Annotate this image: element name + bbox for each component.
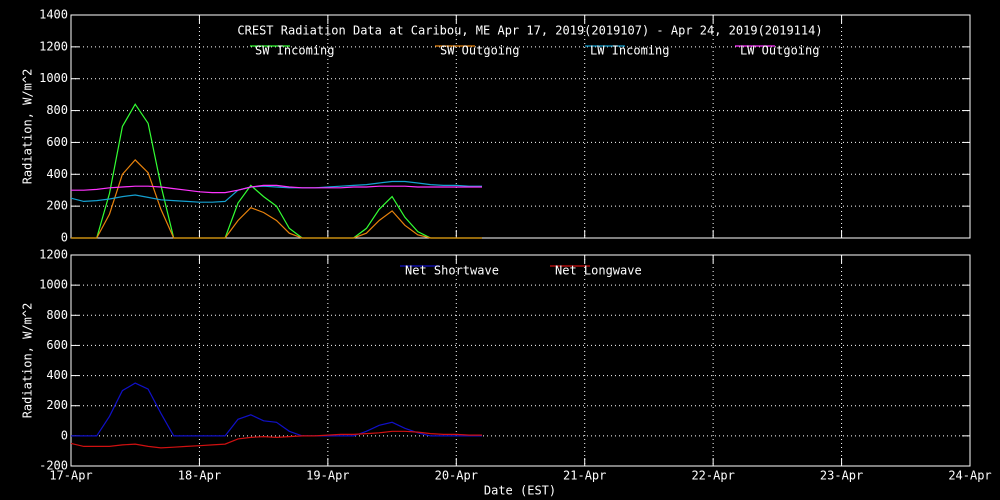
y-tick-label: 1000	[39, 71, 68, 85]
legend-label: SW Incoming	[255, 44, 334, 58]
y-tick-label: 600	[46, 135, 68, 149]
data-line	[70, 180, 482, 203]
y-tick-label: 600	[46, 338, 68, 352]
y-tick-label: -200	[39, 459, 68, 473]
data-line	[71, 184, 482, 194]
y-tick-label: 400	[46, 167, 68, 181]
y-tick-label: 0	[61, 428, 68, 442]
x-tick-label: 17-Apr	[49, 469, 92, 483]
x-tick-label: 24-Apr	[948, 469, 991, 483]
y-tick-label: 1400	[39, 8, 68, 22]
legend-label: LW Incoming	[590, 44, 669, 58]
y-axis-label: Radiation, W/m^2	[21, 303, 35, 419]
y-tick-label: 800	[46, 308, 68, 322]
plot-frame	[70, 254, 971, 467]
chart-title: CREST Radiation Data at Caribou, ME Apr …	[237, 24, 822, 38]
y-tick-label: 400	[46, 368, 68, 382]
y-tick-label: 200	[46, 398, 68, 412]
data-line	[71, 159, 482, 239]
y-tick-label: 200	[46, 199, 68, 213]
x-axis-label: Date (EST)	[484, 484, 556, 498]
y-tick-label: 1200	[39, 39, 68, 53]
y-tick-label: 800	[46, 103, 68, 117]
x-tick-label: 23-Apr	[820, 469, 863, 483]
x-tick-label: 18-Apr	[178, 469, 221, 483]
y-axis-label: Radiation, W/m^2	[21, 69, 35, 185]
x-tick-label: 22-Apr	[691, 469, 734, 483]
data-line	[71, 382, 482, 437]
legend-label: Net Shortwave	[405, 264, 499, 278]
plot-frame	[70, 14, 971, 239]
y-tick-label: 1000	[39, 278, 68, 292]
legend-label: LW Outgoing	[740, 44, 819, 58]
data-line	[70, 430, 482, 449]
x-tick-label: 20-Apr	[435, 469, 478, 483]
legend-label: Net Longwave	[555, 264, 642, 278]
x-tick-label: 19-Apr	[306, 469, 349, 483]
y-tick-label: 1200	[39, 248, 68, 262]
x-tick-label: 21-Apr	[563, 469, 606, 483]
legend-label: SW Outgoing	[440, 44, 519, 58]
data-line	[71, 103, 482, 239]
y-tick-label: 0	[61, 231, 68, 245]
